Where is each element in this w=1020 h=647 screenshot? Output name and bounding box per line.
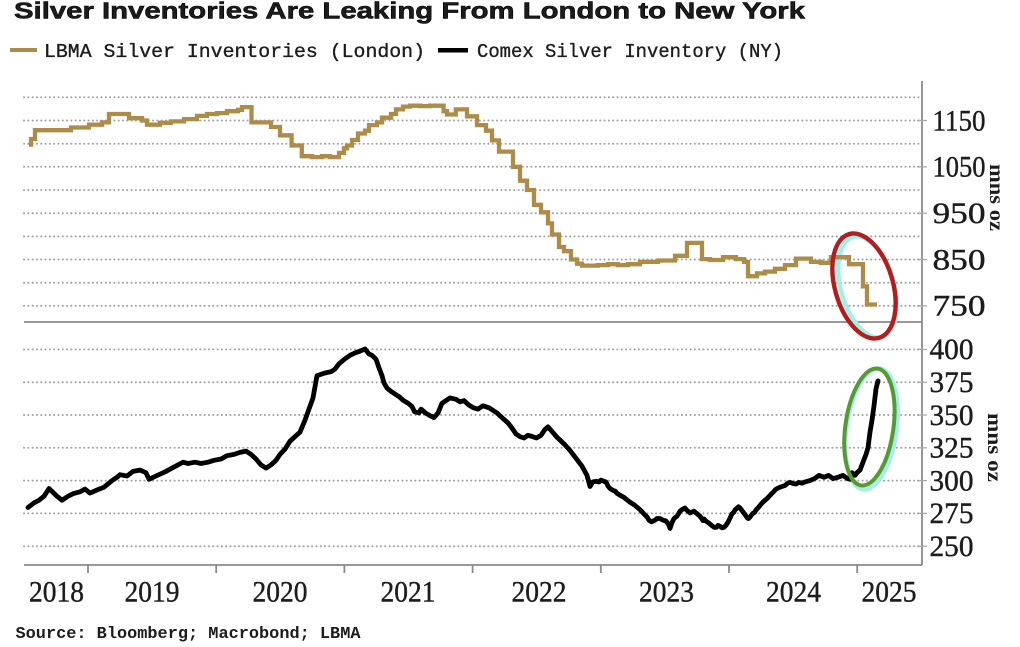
svg-text:375: 375	[930, 367, 974, 399]
svg-text:250: 250	[930, 531, 974, 563]
svg-text:750: 750	[933, 291, 986, 323]
svg-text:Comex Silver Inventory (NY): Comex Silver Inventory (NY)	[477, 41, 783, 63]
svg-text:2019: 2019	[125, 577, 180, 609]
svg-text:275: 275	[930, 498, 974, 530]
svg-text:mns oz: mns oz	[983, 413, 1005, 482]
svg-text:300: 300	[930, 465, 974, 497]
svg-text:950: 950	[933, 198, 986, 230]
svg-text:325: 325	[930, 433, 974, 465]
svg-text:850: 850	[933, 244, 986, 276]
svg-text:1050: 1050	[933, 152, 986, 184]
svg-text:2022: 2022	[512, 577, 567, 609]
svg-text:2018: 2018	[29, 577, 84, 609]
svg-text:Silver Inventories Are Leaking: Silver Inventories Are Leaking From Lond…	[14, 0, 805, 24]
svg-text:2024: 2024	[766, 577, 821, 609]
svg-text:400: 400	[930, 334, 974, 366]
svg-text:2023: 2023	[639, 577, 694, 609]
svg-text:LBMA Silver Inventories (Londo: LBMA Silver Inventories (London)	[44, 41, 425, 63]
svg-text:2020: 2020	[253, 577, 308, 609]
svg-text:350: 350	[930, 400, 974, 432]
svg-text:1150: 1150	[933, 105, 986, 137]
svg-text:Source: Bloomberg; Macrobond;: Source: Bloomberg; Macrobond; LBMA	[16, 625, 362, 644]
svg-text:2021: 2021	[381, 577, 436, 609]
svg-text:2025: 2025	[862, 577, 917, 609]
svg-text:mns oz: mns oz	[985, 164, 1007, 231]
